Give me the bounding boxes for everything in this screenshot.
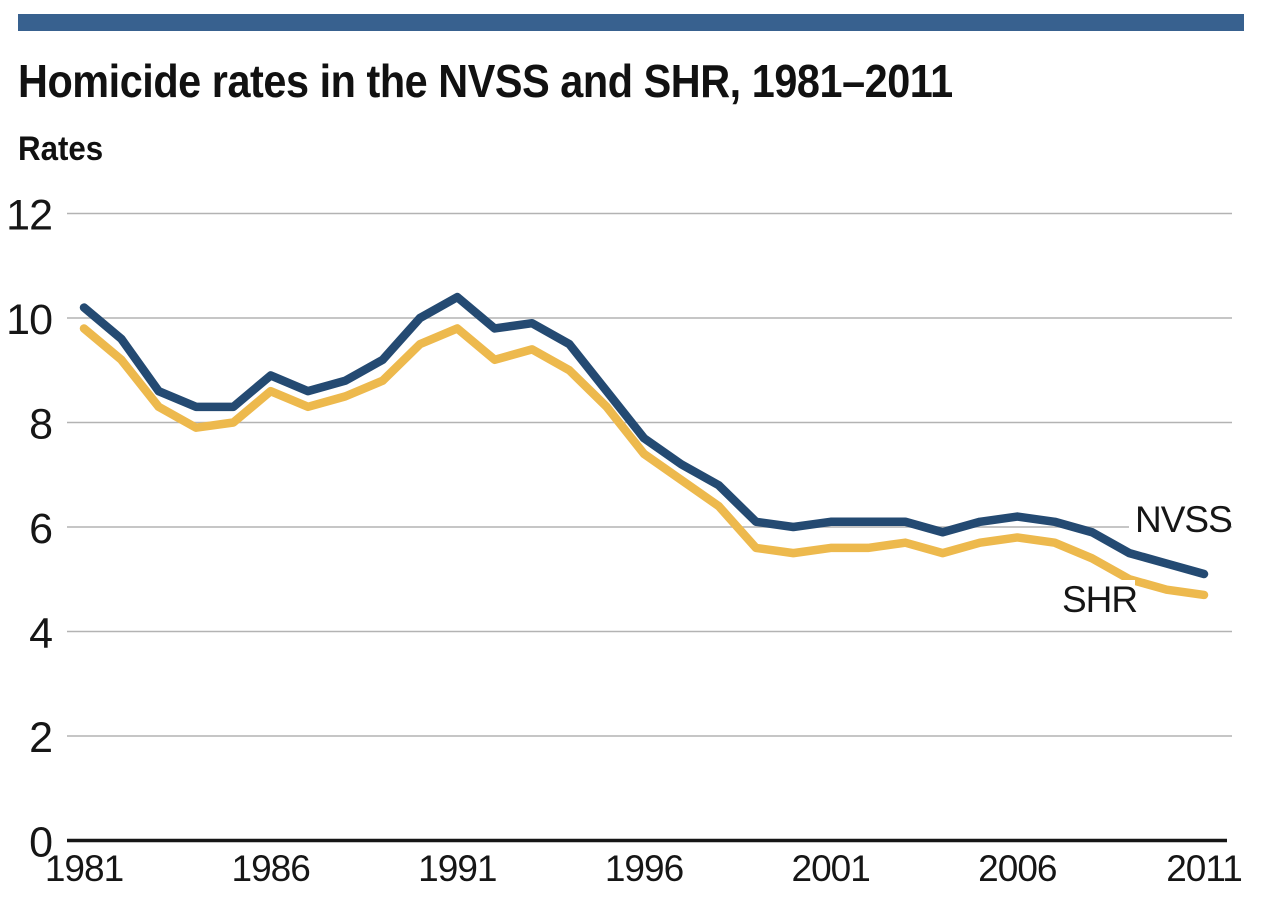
series-label-bg-shr [1056, 580, 1135, 618]
x-tick-label-1996: 1996 [605, 848, 683, 889]
chart-title: Homicide rates in the NVSS and SHR, 1981… [18, 55, 953, 107]
y-tick-label-10: 10 [6, 296, 52, 344]
x-tick-label-1986: 1986 [232, 848, 310, 889]
y-tick-label-12: 12 [6, 192, 52, 240]
top-accent-bar [18, 14, 1244, 31]
series-label-shr: SHR [1062, 579, 1137, 620]
series-line-nvss [79, 292, 1209, 579]
y-tick-label-8: 8 [29, 401, 52, 449]
y-tick-label-2: 2 [29, 714, 52, 762]
y-tick-label-6: 6 [29, 505, 52, 553]
y-axis-heading: Rates [18, 130, 104, 168]
x-tick-label-1981: 1981 [45, 848, 123, 889]
series-label-bg-nvss [1129, 500, 1231, 538]
x-tick-label-2006: 2006 [978, 848, 1056, 889]
series-label-nvss: NVSS [1135, 499, 1232, 540]
x-tick-label-2001: 2001 [792, 848, 870, 889]
y-tick-label-0: 0 [29, 819, 52, 867]
x-tick-label-2011: 2011 [1166, 848, 1242, 889]
x-tick-label-1991: 1991 [418, 848, 496, 889]
y-tick-label-4: 4 [29, 610, 52, 658]
series-line-shr [79, 324, 1209, 600]
